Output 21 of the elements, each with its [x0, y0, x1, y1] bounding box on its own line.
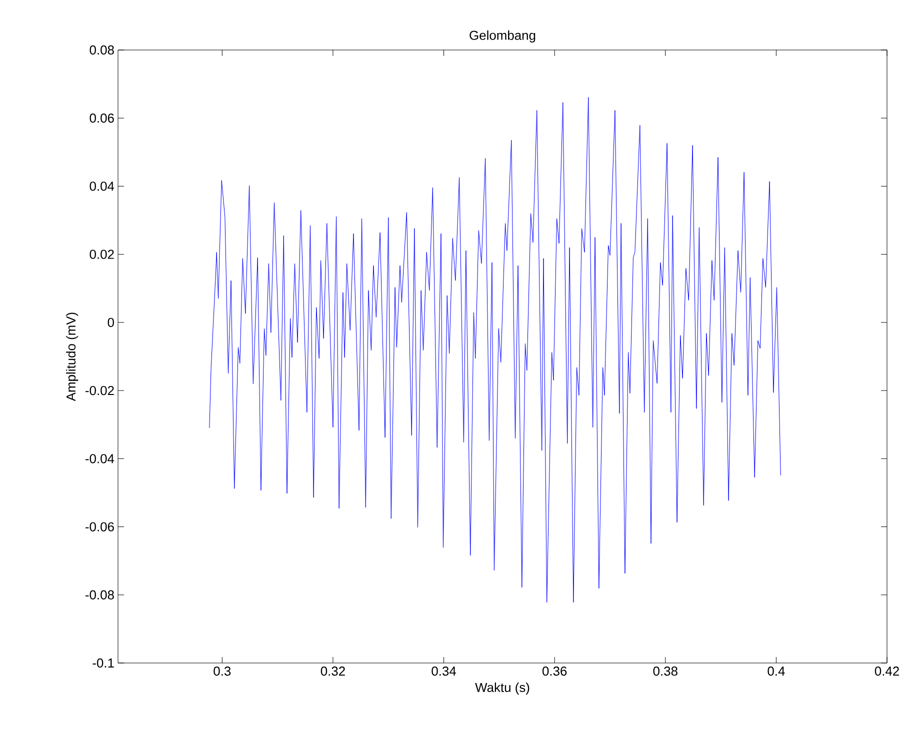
x-axis-title: Waktu (s) [475, 682, 530, 695]
y-tick-label: -0.08 [86, 590, 114, 600]
y-tick-label: -0.1 [92, 658, 114, 668]
y-tick-label: 0.08 [90, 45, 114, 55]
y-tick-label: 0.06 [90, 114, 114, 123]
y-tick-label: -0.04 [86, 454, 114, 464]
x-tick-label: 0.4 [768, 666, 785, 676]
y-tick-label: 0 [108, 318, 114, 328]
x-tick-label: 0.3 [214, 666, 231, 676]
y-axis-title: Amplitudo (mV) [66, 312, 78, 402]
line-series [209, 97, 781, 603]
x-tick-label: 0.38 [653, 666, 678, 676]
y-tick-label: 0.04 [90, 182, 114, 191]
chart-title: Gelombang [470, 30, 536, 42]
y-tick-label: -0.06 [86, 522, 114, 532]
x-tick-label: 0.32 [320, 666, 345, 676]
x-tick-label: 0.36 [542, 666, 567, 676]
x-tick-label: 0.42 [874, 666, 899, 676]
y-tick-label: -0.02 [86, 386, 114, 396]
y-tick-label: 0.02 [90, 250, 114, 259]
x-tick-label: 0.34 [432, 666, 456, 676]
